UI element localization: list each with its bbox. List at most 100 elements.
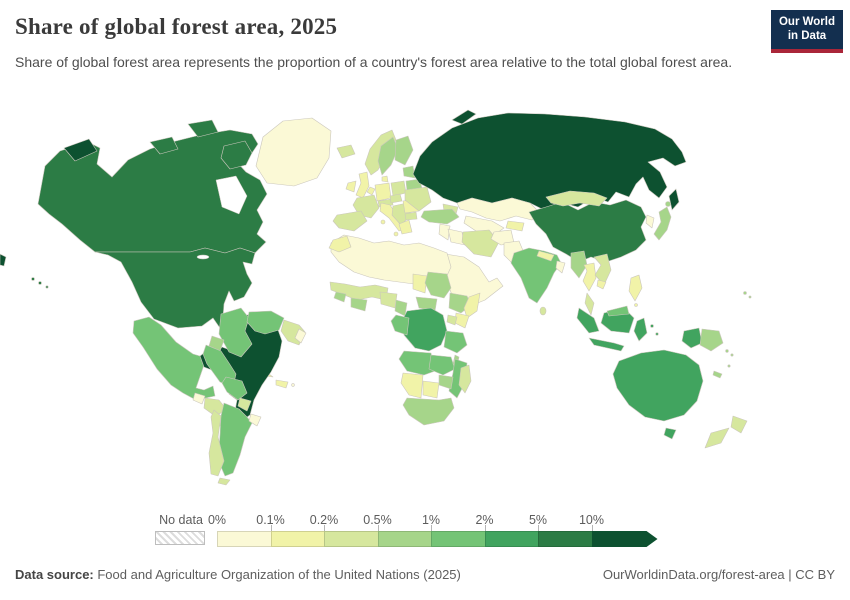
country-guinea[interactable] [333, 291, 347, 303]
country-australia[interactable] [612, 349, 704, 422]
country-vanuatu[interactable] [727, 364, 731, 368]
legend-bin-5-10%[interactable] [538, 531, 592, 547]
country-greenland[interactable] [255, 117, 332, 187]
country-congo-gabon[interactable] [390, 314, 410, 336]
country-nepal[interactable] [536, 250, 555, 262]
legend-bin-2-5%[interactable] [484, 531, 538, 547]
country-uruguay[interactable] [248, 413, 262, 427]
country-russia-chukotka[interactable] [63, 138, 98, 162]
country-indonesia-sumatra[interactable] [576, 307, 600, 334]
country-tasmania[interactable] [663, 427, 677, 440]
country-levant[interactable] [438, 223, 451, 241]
country-paraguay[interactable] [237, 397, 252, 412]
country-sudan[interactable] [424, 271, 452, 299]
country-laos-vietnam[interactable] [593, 253, 612, 286]
country-south-korea[interactable] [645, 214, 655, 229]
legend-bin->10%[interactable] [592, 531, 658, 547]
country-somalia[interactable] [463, 292, 481, 319]
country-poland[interactable] [390, 180, 407, 197]
legend-bin-0.2-0.5%[interactable] [324, 531, 378, 547]
country-philippines[interactable] [628, 274, 643, 302]
country-drc[interactable] [401, 307, 448, 352]
country-namibia[interactable] [400, 372, 424, 399]
country-chile-tdf[interactable] [217, 477, 231, 486]
country-indonesia-sulawesi[interactable] [633, 317, 648, 342]
country-russia-edge-sliver[interactable] [0, 253, 7, 267]
legend-bin-0.1-0.2%[interactable] [270, 531, 324, 547]
country-zimbabwe[interactable] [438, 374, 454, 390]
country-solomon-2[interactable] [730, 353, 734, 357]
country-kazakhstan[interactable] [456, 197, 539, 222]
country-argentina[interactable] [217, 402, 253, 477]
country-kenya[interactable] [454, 312, 470, 329]
country-czechia[interactable] [389, 193, 403, 204]
country-baltics[interactable] [402, 165, 416, 179]
country-bulgaria[interactable] [404, 211, 418, 221]
country-north-africa[interactable] [330, 234, 452, 285]
country-united-states[interactable] [94, 247, 256, 332]
country-japan-hokkaido[interactable] [665, 201, 671, 207]
country-japan[interactable] [653, 206, 672, 241]
hawaii-island-1[interactable] [31, 277, 35, 281]
country-indonesia-java[interactable] [588, 337, 625, 352]
country-denmark[interactable] [381, 175, 389, 183]
country-ukraine[interactable] [404, 186, 432, 212]
country-chile[interactable] [208, 409, 225, 477]
country-kyrgyzstan-tajikistan[interactable] [505, 220, 525, 232]
legend-no-data-swatch[interactable] [155, 531, 205, 545]
country-finland[interactable] [394, 135, 414, 166]
country-indonesia-moluccas-2[interactable] [655, 332, 659, 336]
country-zambia[interactable] [428, 354, 456, 376]
country-honduras-nicaragua[interactable] [203, 397, 228, 417]
country-germany[interactable] [374, 182, 392, 202]
country-indonesia-papua[interactable] [681, 327, 703, 349]
country-morocco[interactable] [328, 235, 352, 253]
country-china[interactable] [528, 199, 647, 263]
country-sicily[interactable] [393, 231, 399, 237]
country-arabia[interactable] [443, 253, 504, 308]
country-fiji-1[interactable] [743, 291, 747, 295]
country-malay-peninsula[interactable] [584, 292, 595, 316]
legend-bin-0.5-1%[interactable] [377, 531, 431, 547]
country-turkey[interactable] [420, 208, 460, 225]
country-papua-new-guinea[interactable] [699, 328, 724, 352]
country-fiji-2[interactable] [748, 295, 752, 299]
country-cambodia[interactable] [596, 279, 607, 290]
country-chad[interactable] [412, 273, 428, 294]
country-venezuela[interactable] [246, 310, 285, 335]
country-russia[interactable] [412, 112, 687, 211]
country-sweden[interactable] [377, 136, 399, 176]
country-puerto-rico[interactable] [291, 383, 295, 387]
country-hispaniola[interactable] [275, 379, 289, 389]
country-nigeria[interactable] [379, 291, 398, 309]
country-canada-baffin[interactable] [220, 140, 253, 170]
country-tanzania[interactable] [443, 330, 468, 354]
country-cameroon[interactable] [394, 299, 408, 317]
country-new-caledonia[interactable] [712, 370, 723, 379]
country-benelux[interactable] [366, 186, 376, 196]
country-bangladesh[interactable] [555, 260, 566, 274]
country-mexico[interactable] [132, 316, 228, 401]
country-new-zealand-south[interactable] [704, 427, 730, 449]
country-iran[interactable] [461, 229, 500, 258]
hawaii-island-2[interactable] [38, 281, 42, 285]
country-malaysia-borneo[interactable] [606, 305, 630, 317]
footer-link[interactable]: OurWorldinData.org/forest-area | CC BY [602, 567, 835, 582]
country-canada-arctic-1[interactable] [149, 136, 179, 155]
country-solomon-1[interactable] [725, 349, 729, 353]
country-french-guiana[interactable] [294, 328, 307, 344]
country-iberia[interactable] [332, 210, 368, 232]
country-russia-sakhalin[interactable] [668, 188, 680, 211]
country-sri-lanka[interactable] [539, 306, 547, 316]
country-angola[interactable] [398, 350, 436, 376]
legend-color-bar[interactable] [217, 531, 658, 547]
country-south-africa[interactable] [402, 397, 455, 426]
country-ghana-ivory-coast[interactable] [350, 297, 368, 312]
hawaii-island-3[interactable] [45, 285, 49, 289]
country-india[interactable] [510, 247, 562, 304]
legend-bin-0-0.1%[interactable] [217, 531, 271, 547]
country-bolivia[interactable] [221, 376, 248, 401]
country-ireland[interactable] [345, 180, 357, 193]
country-thailand[interactable] [582, 262, 597, 292]
country-myanmar[interactable] [570, 250, 588, 279]
